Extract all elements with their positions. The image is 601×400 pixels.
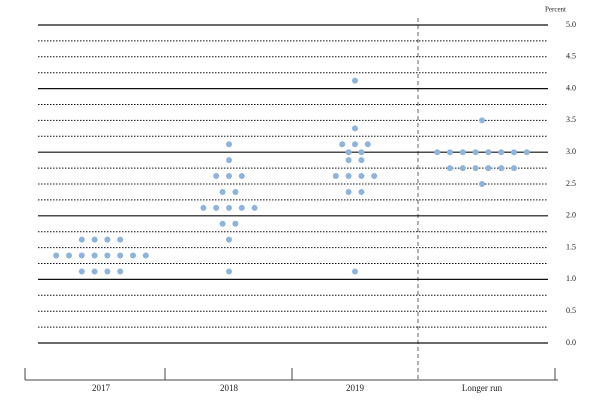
dot <box>485 149 492 156</box>
dot <box>78 268 85 275</box>
dot <box>238 173 245 180</box>
dot <box>434 149 441 156</box>
y-tick-label: 1.5 <box>566 242 576 251</box>
dot <box>511 165 517 172</box>
y-tick-label: 2.5 <box>566 179 576 188</box>
dot <box>104 268 111 275</box>
dot <box>358 173 365 180</box>
dot <box>479 181 485 187</box>
dot <box>226 236 232 243</box>
dot <box>511 149 517 156</box>
y-tick-label: 4.0 <box>566 83 576 92</box>
dot <box>345 173 352 180</box>
dot <box>142 252 149 259</box>
dot <box>53 252 60 259</box>
dot <box>91 268 98 275</box>
x-tick-label: 2017 <box>92 383 111 393</box>
dot <box>78 252 85 259</box>
dot <box>219 188 226 195</box>
dot <box>213 173 220 180</box>
dot <box>117 236 124 243</box>
dot <box>345 157 352 164</box>
dot <box>130 252 136 259</box>
dot <box>226 204 232 211</box>
dot <box>352 77 358 84</box>
dot <box>345 149 352 156</box>
dot <box>498 165 505 172</box>
dot <box>498 149 505 156</box>
dot <box>226 157 232 164</box>
dot <box>352 141 358 148</box>
dot <box>472 165 479 172</box>
dot <box>358 157 365 164</box>
dot <box>358 149 365 156</box>
dot <box>332 173 339 180</box>
dot <box>91 252 98 259</box>
dot <box>117 252 124 259</box>
dot <box>117 268 124 275</box>
dot <box>472 149 479 156</box>
dot <box>523 149 530 156</box>
y-tick-label: 3.0 <box>566 147 576 156</box>
dot <box>251 204 258 211</box>
x-tick-label: Longer run <box>462 383 503 393</box>
dot <box>447 149 453 156</box>
dot <box>447 165 453 172</box>
y-tick-label: 3.5 <box>566 115 576 124</box>
dot <box>364 141 371 148</box>
dot <box>339 141 346 148</box>
dot <box>238 204 245 211</box>
y-tick-label: 4.5 <box>566 52 576 61</box>
y-tick-label: 5.0 <box>566 20 576 29</box>
dot <box>78 236 85 243</box>
dot <box>345 188 352 195</box>
dot <box>352 268 358 275</box>
dot <box>358 188 365 195</box>
dot <box>91 236 98 243</box>
x-tick-label: 2018 <box>220 383 239 393</box>
dot <box>226 173 232 180</box>
dot <box>371 173 378 180</box>
dot <box>232 188 239 195</box>
dot <box>459 149 466 156</box>
dot <box>219 220 226 227</box>
dot <box>66 252 72 259</box>
x-tick-label: 2019 <box>346 383 365 393</box>
dot <box>352 125 358 132</box>
y-tick-label: 0.5 <box>566 306 576 315</box>
dot <box>200 204 207 211</box>
dot <box>104 252 111 259</box>
dot <box>104 236 111 243</box>
dot <box>226 141 232 148</box>
y-axis-label: Percent <box>545 6 566 14</box>
dot <box>226 268 232 275</box>
y-tick-label: 0.0 <box>566 338 576 347</box>
dot <box>232 220 239 227</box>
dot <box>213 204 220 211</box>
dot <box>479 117 485 124</box>
dot <box>459 165 466 172</box>
y-tick-label: 2.0 <box>566 211 576 220</box>
y-tick-label: 1.0 <box>566 274 576 283</box>
dot <box>485 165 492 172</box>
